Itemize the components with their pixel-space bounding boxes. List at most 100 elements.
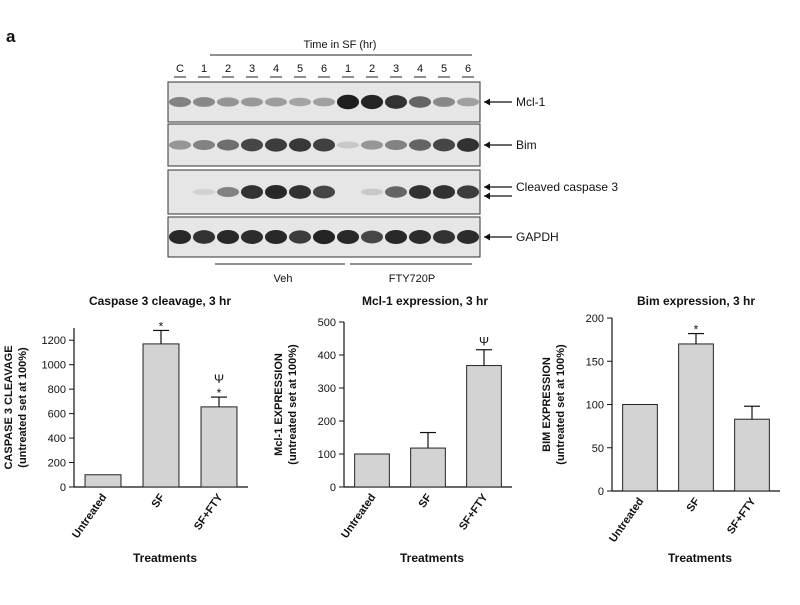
- x-tick-label: Untreated: [607, 496, 646, 545]
- blot-band: [312, 229, 336, 245]
- bar-chart-2: Mcl-1 expression, 3 hr 0 100 200 300 400 500 Mc…: [273, 294, 512, 565]
- x-tick-label: Untreated: [339, 492, 378, 541]
- blot-band: [312, 138, 336, 152]
- group-label: Veh: [274, 273, 293, 285]
- y-axis-label-2: (untreated set at 100%): [555, 344, 567, 465]
- blot-band: [192, 230, 216, 244]
- x-tick-label: SF+FTY: [457, 491, 491, 532]
- y-axis-label: Mcl-1 EXPRESSION: [273, 353, 285, 456]
- bar: [678, 343, 714, 492]
- blot-band: [192, 97, 216, 107]
- y-tick-label: 300: [318, 383, 336, 395]
- y-tick-label: 200: [48, 458, 66, 470]
- lane-label: C: [176, 63, 184, 75]
- y-axis-label-2: (untreated set at 100%): [287, 344, 299, 465]
- bar-chart-1: Caspase 3 cleavage, 3 hr 0 200 400 600 800 100…: [3, 294, 248, 565]
- x-tick-label: Untreated: [70, 492, 109, 541]
- western-blot: Time in SF (hr) C 1 2 3 4 5 6 1 2 3 4 5 6 Mcl-1 Bim Clea…: [167, 39, 618, 285]
- y-tick-label: 500: [318, 317, 336, 329]
- y-tick-label: 0: [330, 482, 336, 494]
- bar: [734, 418, 770, 492]
- blot-band: [288, 230, 312, 244]
- bar: [84, 474, 122, 488]
- y-tick-label: 800: [48, 384, 66, 396]
- lane-label: 6: [465, 63, 471, 75]
- x-axis-label: Treatments: [133, 551, 197, 565]
- blot-band: [312, 97, 336, 107]
- x-tick-label: SF+FTY: [725, 495, 759, 536]
- blot-band: [384, 186, 408, 198]
- blot-band: [216, 229, 240, 245]
- blot-band: [336, 141, 360, 149]
- blot-band: [264, 184, 288, 200]
- significance-marker: *: [694, 323, 699, 337]
- blot-band: [168, 96, 192, 108]
- lane-label: 4: [273, 63, 279, 75]
- blot-band: [192, 188, 216, 196]
- y-tick-label: 600: [48, 409, 66, 421]
- blot-band: [432, 138, 456, 152]
- blot-band: [360, 94, 384, 110]
- y-tick-label: 400: [48, 433, 66, 445]
- y-tick-label: 1200: [42, 335, 66, 347]
- blot-band: [240, 230, 264, 244]
- lane-label: 5: [441, 63, 447, 75]
- y-tick-label: 0: [598, 486, 604, 498]
- y-tick-label: 50: [592, 443, 604, 455]
- blot-band: [408, 139, 432, 151]
- x-tick-label: SF+FTY: [192, 491, 226, 532]
- blot-band: [264, 97, 288, 107]
- blot-band: [264, 229, 288, 245]
- significance-marker: Ψ: [479, 335, 489, 349]
- bar: [200, 406, 238, 488]
- y-tick-label: 100: [586, 400, 604, 412]
- blot-band: [288, 97, 312, 107]
- bar: [410, 447, 446, 488]
- blot-band: [360, 140, 384, 150]
- x-tick-label: SF: [417, 492, 435, 511]
- y-tick-label: 200: [318, 416, 336, 428]
- blot-band: [432, 230, 456, 244]
- x-axis-label: Treatments: [668, 551, 732, 565]
- blot-band: [384, 229, 408, 245]
- lane-label: 3: [249, 63, 255, 75]
- blot-band: [456, 97, 480, 107]
- chart-title: Caspase 3 cleavage, 3 hr: [89, 294, 231, 308]
- blot-band: [408, 96, 432, 108]
- lane-label: 3: [393, 63, 399, 75]
- panel-label: a: [6, 27, 16, 46]
- blot-band: [360, 230, 384, 244]
- bar-chart-3: Bim expression, 3 hr 0 50 100 150 200 BIM EXPR…: [541, 294, 780, 565]
- bar-charts: Caspase 3 cleavage, 3 hr 0 200 400 600 800 100…: [3, 294, 780, 565]
- blot-band: [312, 185, 336, 199]
- x-tick-label: SF: [150, 492, 168, 511]
- x-tick-label: SF: [685, 496, 703, 515]
- y-axis-label: BIM EXPRESSION: [541, 357, 553, 452]
- blot-band: [432, 97, 456, 107]
- y-tick-label: 100: [318, 449, 336, 461]
- bar: [622, 404, 658, 492]
- blot-band: [456, 230, 480, 244]
- y-tick-label: 1000: [42, 360, 66, 372]
- blot-band: [216, 186, 240, 198]
- x-axis-label: Treatments: [400, 551, 464, 565]
- blot-row-label: Bim: [516, 138, 537, 152]
- arrow-icon: [484, 141, 490, 149]
- blot-band: [168, 229, 192, 245]
- arrow-icon: [484, 98, 490, 106]
- chart-title: Bim expression, 3 hr: [637, 294, 755, 308]
- blot-row-label: Cleaved caspase 3: [516, 180, 618, 194]
- blot-band: [216, 139, 240, 151]
- lane-label: 1: [201, 63, 207, 75]
- blot-band: [384, 95, 408, 109]
- lane-label: 1: [345, 63, 351, 75]
- blot-band: [216, 97, 240, 107]
- bar: [354, 453, 390, 488]
- blot-band: [408, 185, 432, 199]
- blot-row-label: Mcl-1: [516, 95, 546, 109]
- blot-band: [360, 188, 384, 196]
- y-tick-label: 400: [318, 350, 336, 362]
- lane-label: 6: [321, 63, 327, 75]
